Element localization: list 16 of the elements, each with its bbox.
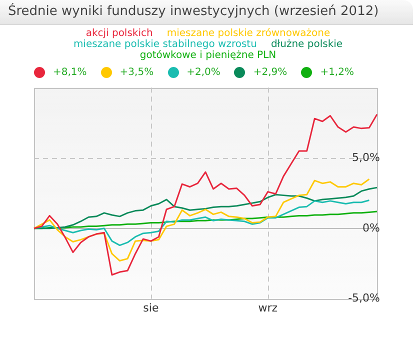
text: +1,2% — [320, 67, 354, 78]
text: +2,9% — [253, 67, 288, 78]
chart-title: Średnie wyniki funduszy inwestycyjnych (wrzesień 2012) — [0, 0, 413, 25]
text: mieszane polskie zrównoważone — [166, 28, 330, 39]
y-tick-label: 5,0% — [352, 150, 380, 164]
text: dłużne polskie — [270, 39, 343, 50]
x-tick-label: wrz — [258, 301, 278, 314]
text: +3,5% — [120, 67, 154, 78]
x-tick-label: sie — [143, 301, 159, 314]
text: mieszane polskie stabilnego wzrostu — [73, 39, 257, 50]
text: +8,1% — [53, 67, 87, 78]
text: +2,0% — [186, 67, 220, 78]
text: akcji polskich — [86, 28, 153, 39]
y-tick-label: -5,0% — [348, 292, 380, 305]
text: gotówkowe i pieniężne PLN — [140, 50, 276, 61]
y-tick-label: 0% — [362, 221, 380, 234]
